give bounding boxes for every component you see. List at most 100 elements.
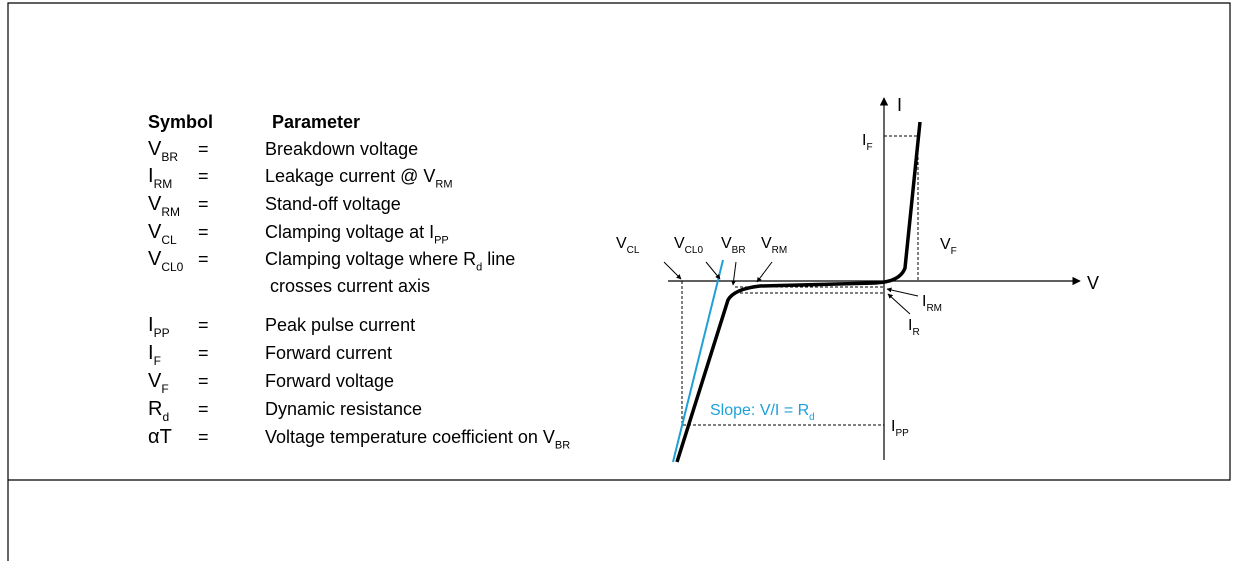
slope-label: Slope: V/I = Rd: [710, 402, 815, 423]
parameter: Clamping voltage at IPP: [265, 222, 449, 246]
subscript: CL: [161, 233, 177, 247]
symbol: IF: [148, 342, 161, 368]
parameter: Voltage temperature coefficient on VBR: [265, 427, 570, 451]
subscript: F: [866, 142, 872, 153]
parameter: Breakdown voltage: [265, 139, 418, 159]
guides: [681, 135, 919, 426]
subscript: PP: [434, 234, 449, 246]
text-part: V: [148, 193, 162, 215]
symbol: VRM: [148, 193, 180, 219]
text-part: V: [940, 236, 951, 253]
column-header: Parameter: [272, 112, 360, 132]
text-part: I: [148, 342, 154, 364]
equals: =: [198, 249, 209, 269]
text-part: V: [1087, 273, 1099, 293]
axis-label: I: [897, 95, 902, 115]
subscript: RM: [772, 245, 788, 256]
parameter: Dynamic resistance: [265, 399, 422, 419]
text-part: Slope: V/I = R: [710, 402, 809, 419]
axes: [668, 97, 1081, 460]
subscript: RM: [154, 177, 173, 191]
axis-label: IR: [908, 317, 920, 338]
slope-line: [672, 259, 724, 463]
parameter-continuation: crosses current axis: [270, 276, 430, 296]
parameter: Forward current: [265, 343, 392, 363]
symbol: αT: [148, 426, 172, 448]
iv-curve: [675, 121, 922, 463]
axis-label: VCL: [616, 235, 640, 256]
text-part: line: [482, 249, 515, 269]
text-part: V: [761, 235, 772, 252]
axis-label: VF: [940, 236, 957, 257]
parameter: Peak pulse current: [265, 315, 415, 335]
axis-label: V: [1087, 273, 1099, 293]
text-part: Clamping voltage where R: [265, 249, 476, 269]
equals: =: [198, 371, 209, 391]
frame: [7, 2, 1231, 561]
text-part: V: [721, 235, 732, 252]
text-part: V: [148, 138, 162, 160]
axis-label: IRM: [922, 293, 942, 314]
axis-label: VCL0: [674, 235, 703, 256]
axis-label: IF: [862, 132, 873, 153]
text-part: Leakage current @ V: [265, 166, 435, 186]
text-part: V: [148, 370, 162, 392]
symbol: IPP: [148, 314, 170, 340]
subscript: RM: [435, 178, 452, 190]
symbol: VF: [148, 370, 169, 396]
subscript: F: [161, 382, 168, 396]
text-part: Peak pulse current: [265, 315, 415, 335]
subscript: CL: [627, 245, 640, 256]
subscript: d: [476, 261, 482, 273]
parameter: Stand-off voltage: [265, 194, 401, 214]
subscript: BR: [161, 150, 178, 164]
equals: =: [198, 427, 209, 447]
equals: =: [198, 399, 209, 419]
text-part: V: [674, 235, 685, 252]
subscript: F: [951, 246, 957, 257]
text-part: Dynamic resistance: [265, 399, 422, 419]
symbol: VBR: [148, 138, 178, 164]
subscript: d: [809, 412, 815, 423]
axis-label: IPP: [891, 418, 909, 439]
symbol: VCL0: [148, 248, 184, 274]
text-part: Breakdown voltage: [265, 139, 418, 159]
text-part: Clamping voltage at I: [265, 222, 434, 242]
equals: =: [198, 139, 209, 159]
text-part: R: [148, 398, 162, 420]
subscript: RM: [161, 205, 180, 219]
axis-label: VRM: [761, 235, 787, 256]
parameter: Forward voltage: [265, 371, 394, 391]
subscript: BR: [732, 245, 746, 256]
subscript: CL0: [685, 245, 704, 256]
equals: =: [198, 166, 209, 186]
subscript: BR: [555, 439, 570, 451]
text-part: I: [891, 418, 895, 435]
subscript: d: [162, 410, 169, 424]
text-part: V: [148, 248, 162, 270]
subscript: CL0: [161, 260, 183, 274]
column-header: Symbol: [148, 112, 213, 132]
subscript: RM: [926, 303, 942, 314]
subscript: PP: [154, 326, 170, 340]
text-part: I: [908, 317, 912, 334]
text-part: I: [897, 95, 902, 115]
equals: =: [198, 315, 209, 335]
text-part: Voltage temperature coefficient on V: [265, 427, 555, 447]
subscript: R: [912, 327, 919, 338]
text-part: I: [862, 132, 866, 149]
equals: =: [198, 343, 209, 363]
subscript: PP: [895, 428, 909, 439]
equals: =: [198, 194, 209, 214]
pointer-arrows: [663, 261, 919, 315]
symbol: Rd: [148, 398, 169, 424]
text-part: Stand-off voltage: [265, 194, 401, 214]
text-part: I: [922, 293, 926, 310]
text-part: αT: [148, 426, 172, 448]
symbol: IRM: [148, 165, 172, 191]
equals: =: [198, 222, 209, 242]
text-part: V: [148, 221, 162, 243]
axis-label: VBR: [721, 235, 746, 256]
text-part: Forward voltage: [265, 371, 394, 391]
